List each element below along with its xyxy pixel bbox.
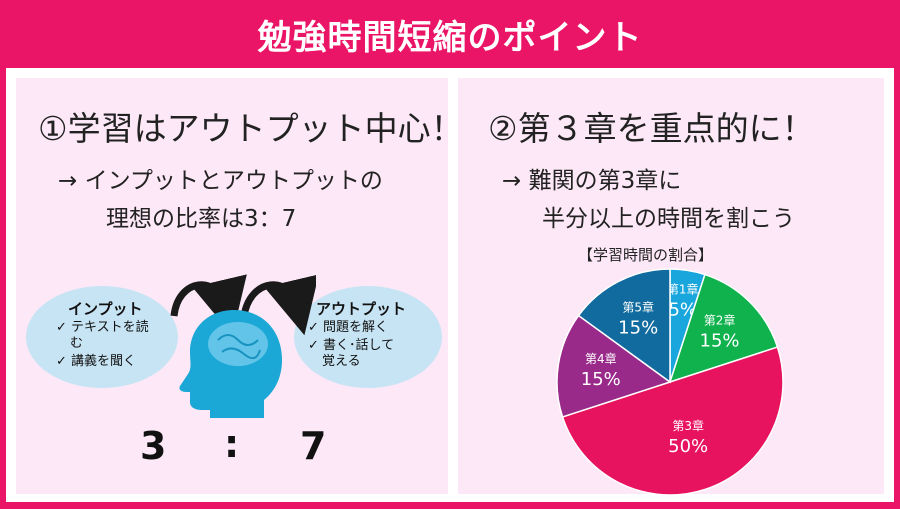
- pie-value-label-2: 15%: [700, 330, 740, 351]
- pie-category-label-5: 第5章: [622, 300, 654, 315]
- right-sub-line2: 半分以上の時間を割こう: [542, 206, 795, 232]
- output-title: アウトプット: [316, 300, 407, 318]
- output-bubble: [294, 286, 442, 388]
- pie-value-label-1: 5%: [668, 300, 697, 321]
- pie-slice-4: [556, 314, 672, 418]
- head-brain-icon: [170, 274, 316, 418]
- pie-category-label-4: 第4章: [585, 351, 617, 366]
- output-item-write: ✓ 書く･話して: [308, 338, 395, 353]
- panel-chapter3-focus: ②第３章を重点的に！ → 難関の第3章に 半分以上の時間を割こう 【学習時間の割…: [458, 78, 884, 496]
- chart-title: 【学習時間の割合】: [578, 246, 714, 264]
- output-item-write-cont: 覚える: [322, 354, 361, 369]
- pie-value-label-5: 15%: [618, 318, 658, 339]
- input-item-read-cont: む: [70, 336, 84, 351]
- ratio-input: 3: [140, 424, 167, 468]
- input-item-read: ✓ テキストを読: [56, 320, 149, 335]
- pie-slice-5: [577, 268, 671, 384]
- ratio-output: 7: [300, 424, 327, 468]
- left-heading: ①学習はアウトプット中心！: [38, 109, 464, 148]
- pie-value-label-4: 15%: [581, 369, 621, 390]
- page-title: 勉強時間短縮のポイント: [257, 17, 643, 58]
- input-title: インプット: [68, 300, 143, 318]
- input-item-listen: ✓ 講義を聞く: [56, 354, 137, 369]
- arrow-left-icon: [170, 274, 247, 336]
- left-sub-line1: → インプットとアウトプットの: [58, 168, 383, 194]
- brain-icon: [208, 322, 268, 366]
- pie-category-label-1: 第1章: [667, 282, 699, 297]
- output-item-solve: ✓ 問題を解く: [308, 320, 389, 335]
- pie-value-label-3: 50%: [668, 436, 708, 457]
- pie-category-label-2: 第2章: [704, 312, 736, 327]
- input-bubble: [26, 286, 178, 388]
- pie-category-label-3: 第3章: [672, 418, 704, 433]
- pie-slice-3: [561, 346, 784, 496]
- left-sub-line2: 理想の比率は3：7: [106, 206, 297, 232]
- panel-output-focus: ①学習はアウトプット中心！ → インプットとアウトプットの 理想の比率は3：7 …: [16, 78, 464, 494]
- arrow-right-icon: [240, 274, 316, 336]
- ratio-separator: :: [224, 422, 240, 466]
- right-sub-line1: → 難関の第3章に: [502, 168, 682, 194]
- right-heading: ②第３章を重点的に！: [488, 109, 815, 148]
